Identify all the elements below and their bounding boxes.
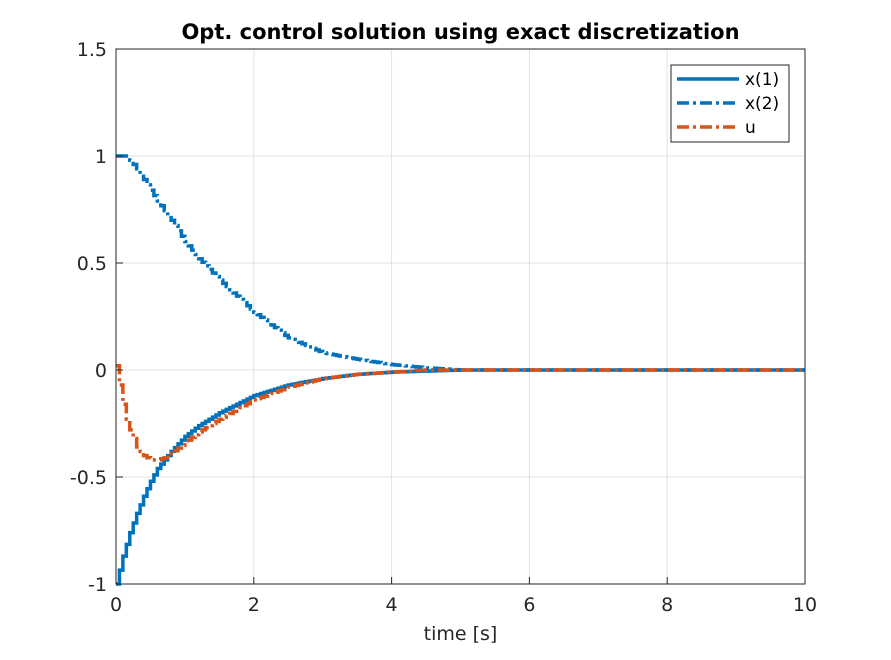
legend-label: x(2) [745,94,779,114]
y-tick-label: -1 [88,574,107,596]
x-tick-label: 10 [793,594,817,616]
legend: x(1) x(2) u [670,64,790,143]
ticks: 0 2 4 6 8 10 -1 -0.5 0 0.5 1 1.5 [70,39,817,616]
y-tick-label: 1.5 [77,39,107,61]
y-tick-label: 1 [95,146,107,168]
chart-title: Opt. control solution using exact discre… [181,20,739,44]
axes-frame [115,48,806,585]
x-tick-label: 4 [386,594,398,616]
x-tick-label: 2 [248,594,260,616]
y-tick-label: -0.5 [70,467,107,489]
x-axis-label: time [s] [424,623,498,645]
y-tick-label: 0.5 [77,253,107,275]
series-layer [116,154,805,586]
y-tick-label: 0 [95,360,107,382]
x-tick-label: 6 [523,594,535,616]
legend-label: u [745,118,756,138]
x-tick-label: 0 [110,594,122,616]
legend-label: x(1) [745,70,779,90]
series-line-u [116,363,805,462]
x-tick-label: 8 [661,594,673,616]
